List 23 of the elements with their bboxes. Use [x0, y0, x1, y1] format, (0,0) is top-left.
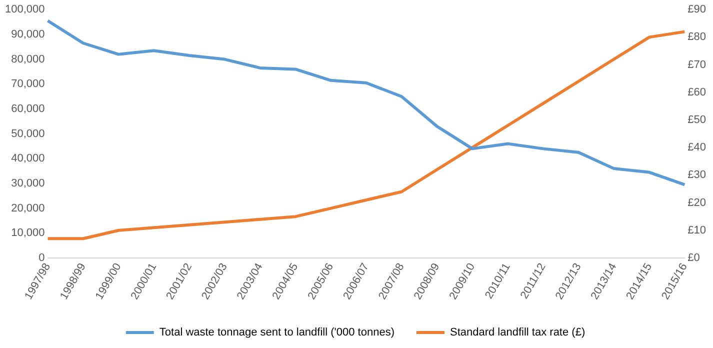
legend-label: Standard landfill tax rate (£)	[450, 326, 586, 339]
y2-tick-label: £20	[688, 196, 706, 209]
y2-tick-label: £10	[688, 224, 706, 236]
y-tick-label: 70,000	[11, 78, 45, 90]
y2-tick-label: £90	[688, 4, 706, 16]
y-tick-label: 20,000	[11, 202, 45, 214]
y2-tick-label: £70	[688, 58, 706, 71]
y-tick-label: 90,000	[11, 28, 45, 40]
y-tick-label: 60,000	[11, 102, 45, 115]
y-tick-label: 10,000	[11, 227, 45, 240]
y2-tick-label: £50	[688, 114, 706, 126]
y2-tick-label: £80	[688, 31, 706, 44]
y-tick-label: 0	[38, 252, 45, 264]
y-tick-label: 80,000	[11, 53, 45, 66]
legend-label: Total waste tonnage sent to landfill ('000 tonnes)	[159, 326, 394, 339]
y2-tick-label: £40	[688, 142, 706, 154]
y-tick-label: 30,000	[11, 177, 45, 190]
y2-tick-label: £30	[688, 169, 706, 182]
y-tick-label: 50,000	[11, 128, 45, 140]
y-tick-label: 40,000	[11, 152, 45, 165]
y-tick-label: 100,000	[4, 4, 45, 16]
y2-tick-label: £0	[688, 252, 700, 264]
y2-tick-label: £60	[688, 86, 706, 98]
